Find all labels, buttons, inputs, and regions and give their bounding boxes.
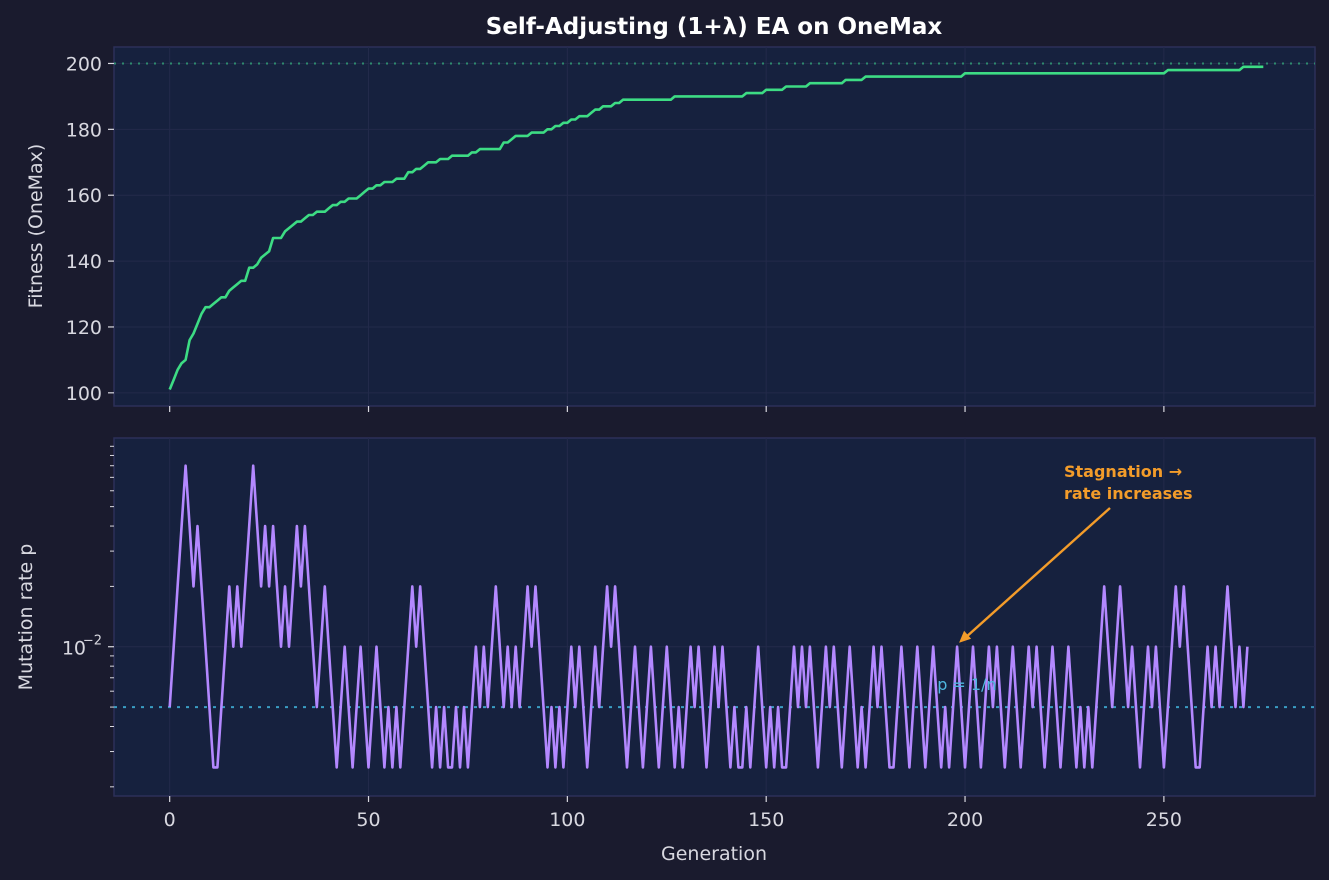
y-tick-label: 180	[66, 119, 102, 141]
y-tick-label: 100	[66, 383, 102, 405]
annotation-line-2: rate increases	[1064, 484, 1193, 503]
mutation-y-ticks: 10−2	[62, 445, 114, 788]
mutation-rate-line	[168, 464, 1249, 769]
mutation-y-label: Mutation rate p	[15, 544, 37, 691]
x-tick-label: 0	[164, 809, 176, 831]
stagnation-annotation: Stagnation → rate increases	[959, 462, 1193, 643]
fitness-y-ticks: 100 120 140 160 180 200	[66, 53, 114, 405]
x-tick-label: 250	[1146, 809, 1182, 831]
fitness-plot-area	[113, 46, 1316, 407]
fitness-line	[168, 65, 1264, 390]
x-tick-label: 200	[947, 809, 983, 831]
fitness-axes: 100 120 140 160 180 200 Fitness (OneMax)	[25, 46, 1316, 412]
x-tick-label: 150	[748, 809, 784, 831]
x-tick-label: 50	[356, 809, 380, 831]
y-tick-label: 140	[66, 251, 102, 273]
reference-line-label: p = 1/n	[937, 675, 996, 694]
chart-title: Self-Adjusting (1+λ) EA on OneMax	[486, 14, 943, 40]
y-tick-label: 10	[62, 638, 86, 660]
mutation-x-ticks: 0 50 100 150 200 250	[164, 796, 1182, 831]
y-tick-exponent: −2	[83, 634, 102, 649]
fitness-y-label: Fitness (OneMax)	[25, 144, 47, 309]
x-axis-label: Generation	[661, 843, 767, 865]
annotation-line-1: Stagnation →	[1064, 462, 1182, 481]
mutation-plot-area	[113, 437, 1316, 797]
y-tick-label: 120	[66, 317, 102, 339]
x-tick-label: 100	[549, 809, 585, 831]
y-tick-label: 160	[66, 185, 102, 207]
mutation-axes: 10−2 0 50 100 150 200 250 p = 1/n Stagnation …	[15, 437, 1316, 865]
fitness-x-ticks	[169, 406, 1165, 412]
y-tick-label: 200	[66, 53, 102, 75]
